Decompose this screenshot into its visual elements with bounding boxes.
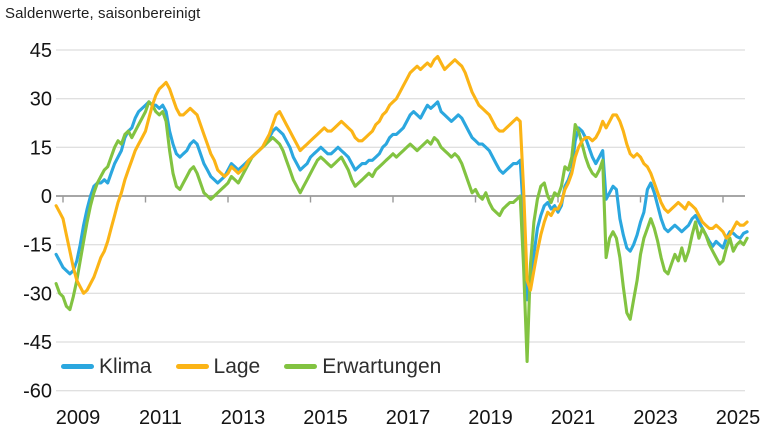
legend: Klima Lage Erwartungen (61, 356, 441, 377)
svg-text:15: 15 (30, 137, 52, 159)
svg-text:2021: 2021 (551, 407, 596, 429)
series-lines (54, 54, 749, 364)
svg-text:30: 30 (30, 89, 52, 111)
legend-swatch-klima (61, 364, 94, 369)
svg-text:2013: 2013 (221, 407, 266, 429)
svg-text:2011: 2011 (139, 407, 182, 429)
legend-swatch-erwartungen (284, 364, 318, 369)
x-axis-ticks (62, 196, 724, 203)
legend-label-erwartungen: Erwartungen (322, 355, 442, 378)
chart-title: Saldenwerte, saisonbereinigt (5, 5, 201, 22)
legend-item-erwartungen: Erwartungen (284, 356, 441, 377)
legend-item-lage: Lage (175, 355, 261, 378)
svg-text:2015: 2015 (303, 407, 348, 429)
legend-item-klima: Klima (61, 356, 152, 377)
svg-text:2017: 2017 (386, 407, 431, 429)
svg-text:0: 0 (41, 186, 52, 208)
y-axis-labels: 45 30 15 0 -15 -30 -45 -60 (23, 40, 52, 403)
svg-text:-45: -45 (23, 332, 52, 354)
svg-text:-60: -60 (23, 381, 52, 403)
svg-text:2025: 2025 (716, 407, 761, 429)
legend-label-lage: Lage (213, 355, 261, 378)
svg-text:-15: -15 (23, 235, 52, 257)
legend-swatch-lage (175, 364, 209, 369)
svg-text:-30: -30 (23, 283, 52, 305)
legend-label-klima: Klima (99, 355, 152, 378)
gridlines (56, 49, 745, 392)
x-axis-labels: 2009 2011 2013 2015 2017 2019 2021 2023 2025 (56, 407, 761, 429)
svg-text:2009: 2009 (56, 407, 101, 429)
svg-text:2023: 2023 (633, 407, 678, 429)
svg-text:2019: 2019 (468, 407, 513, 429)
svg-text:45: 45 (30, 40, 52, 62)
